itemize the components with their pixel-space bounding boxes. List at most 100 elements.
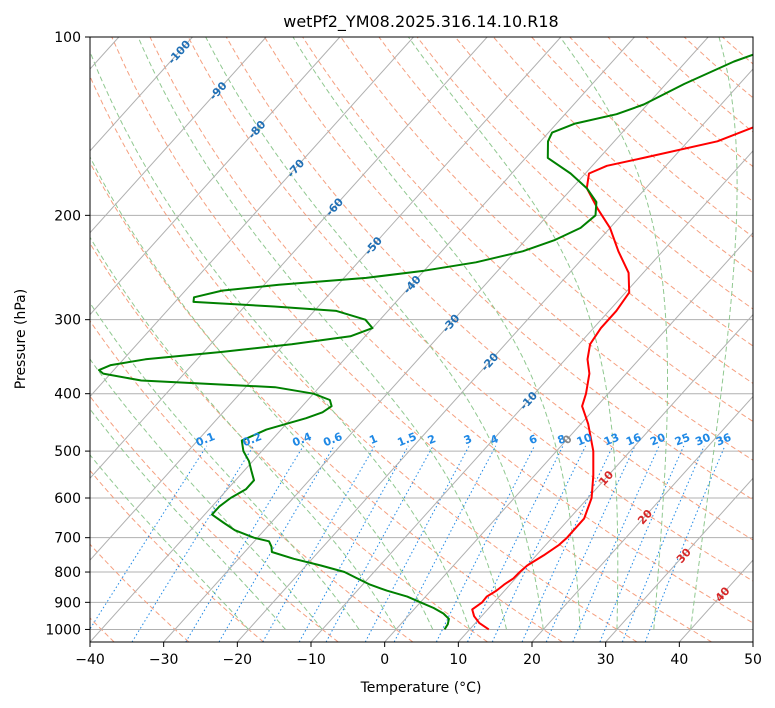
y-tick-label: 200 xyxy=(54,208,81,224)
mixing-ratio-line xyxy=(491,445,587,642)
mixing-ratio-line xyxy=(325,445,434,642)
dry-adiabat xyxy=(264,37,753,501)
pressure-gridlines xyxy=(90,37,753,630)
dry-adiabat xyxy=(761,37,775,642)
mixing-ratio-label: 20 xyxy=(648,431,667,449)
mixing-ratio-label: 8 xyxy=(556,432,568,447)
isotherm-line xyxy=(605,477,753,642)
dewpoint-profile-line xyxy=(98,53,753,630)
x-tick-label: 10 xyxy=(449,652,467,668)
moist-adiabat xyxy=(90,236,397,630)
dry-adiabat xyxy=(225,37,753,541)
mixing-ratio-line xyxy=(599,445,685,642)
dry-adiabats xyxy=(90,37,775,642)
moist-adiabat xyxy=(559,37,668,630)
moist-adiabat xyxy=(90,454,249,630)
y-axis-ticks: 100 200 300 400 500 600 700 800 900 1000 xyxy=(45,30,90,638)
moist-adiabat xyxy=(137,37,507,630)
dry-adiabat xyxy=(90,161,563,642)
mixing-ratio-label: 4 xyxy=(488,432,500,447)
x-tick-label: −30 xyxy=(149,652,179,668)
isotherm-line xyxy=(90,37,341,316)
y-tick-label: 700 xyxy=(54,531,81,547)
plot-area: 0.1 0.2 0.4 0.6 1 1.5 2 3 4 6 8 10 13 16 20 25 30 36-100-… xyxy=(90,37,775,642)
moist-adiabat xyxy=(690,37,738,630)
mixing-ratio-label: 0.1 xyxy=(194,430,217,449)
profile-lines xyxy=(98,53,753,631)
mixing-ratio-line xyxy=(218,445,335,642)
dry-adiabat xyxy=(90,320,414,642)
y-tick-label: 600 xyxy=(54,491,81,507)
mixing-ratio-label: 2 xyxy=(426,432,438,447)
y-tick-label: 1000 xyxy=(45,622,81,638)
isotherm-line xyxy=(90,37,414,398)
mixing-ratio-label: 10 xyxy=(575,431,594,449)
moist-adiabat xyxy=(292,37,581,630)
x-tick-label: 30 xyxy=(597,652,615,668)
isotherm-line xyxy=(90,37,488,480)
x-tick-label: 50 xyxy=(744,652,762,668)
mixing-ratio-label: 0.6 xyxy=(321,430,344,449)
x-tick-label: 20 xyxy=(523,652,541,668)
mixing-ratio-lines xyxy=(90,445,726,642)
moist-adiabat xyxy=(407,37,619,630)
y-tick-label: 800 xyxy=(54,565,81,581)
dry-adiabat xyxy=(645,37,753,133)
mixing-ratio-line xyxy=(644,445,726,642)
plot-frame xyxy=(89,36,754,643)
mixing-ratio-line xyxy=(572,445,660,642)
moist-adiabat xyxy=(205,37,544,630)
mixing-ratio-label: 16 xyxy=(624,431,643,449)
mixing-ratio-label: 25 xyxy=(673,431,692,449)
mixing-ratio-line xyxy=(467,445,564,642)
y-tick-label: 900 xyxy=(54,595,81,611)
dry-adiabat xyxy=(187,37,753,582)
isotherm-line xyxy=(384,231,753,642)
isotherm-line xyxy=(310,150,753,642)
dry-adiabat xyxy=(90,242,488,642)
mixing-ratio-line xyxy=(298,445,409,642)
dry-adiabat xyxy=(90,75,638,642)
mixing-ratio-line xyxy=(90,445,208,630)
isotherm-line xyxy=(163,37,709,642)
isotherm-line xyxy=(531,395,753,642)
y-tick-label: 400 xyxy=(54,387,81,403)
mixing-ratio-label: 3 xyxy=(462,432,474,447)
mixing-ratio-line xyxy=(185,445,304,642)
isotherm-line xyxy=(90,37,193,152)
dry-adiabat xyxy=(531,37,753,238)
isotherm-line xyxy=(236,68,753,642)
moist-adiabat xyxy=(90,156,434,630)
mixing-ratio-label: 13 xyxy=(602,431,621,449)
x-tick-label: 0 xyxy=(380,652,389,668)
moist-adiabat xyxy=(90,50,471,630)
temperature-profile-line xyxy=(471,126,753,631)
isoline-labels: 0.1 0.2 0.4 0.6 1 1.5 2 3 4 6 8 10 13 16 20 25 30 36-100-… xyxy=(165,37,733,604)
mixing-ratio-label: 1 xyxy=(367,432,379,447)
isotherm-line xyxy=(90,37,267,234)
moist-adiabat xyxy=(90,358,323,630)
mixing-ratio-line xyxy=(435,445,535,642)
chart-title: wetPf2_YM08.2025.316.14.10.R18 xyxy=(283,12,558,32)
mixing-ratio-label: 6 xyxy=(527,432,539,447)
x-tick-label: −40 xyxy=(75,652,105,668)
dry-adiabat xyxy=(416,37,753,347)
x-axis-ticks: −40 −30 −20 −10 0 10 20 30 40 50 xyxy=(75,642,762,668)
y-tick-label: 100 xyxy=(54,30,81,46)
dry-adiabat xyxy=(90,395,339,642)
mixing-ratio-line xyxy=(393,445,497,642)
mixing-ratio-label: 0.4 xyxy=(291,430,314,449)
isotherms xyxy=(90,37,753,642)
x-tick-label: 40 xyxy=(670,652,688,668)
dry-adiabat xyxy=(378,37,753,385)
isotherm-line xyxy=(457,313,753,642)
y-tick-label: 300 xyxy=(54,313,81,329)
isotherm-label: -100 xyxy=(165,37,193,66)
mixing-ratio-line xyxy=(364,445,470,642)
dry-adiabat xyxy=(683,37,753,99)
moist-adiabats xyxy=(90,37,738,630)
mixing-ratio-label: 36 xyxy=(714,431,733,449)
x-tick-label: −10 xyxy=(296,652,326,668)
dry-adiabat xyxy=(493,37,753,274)
